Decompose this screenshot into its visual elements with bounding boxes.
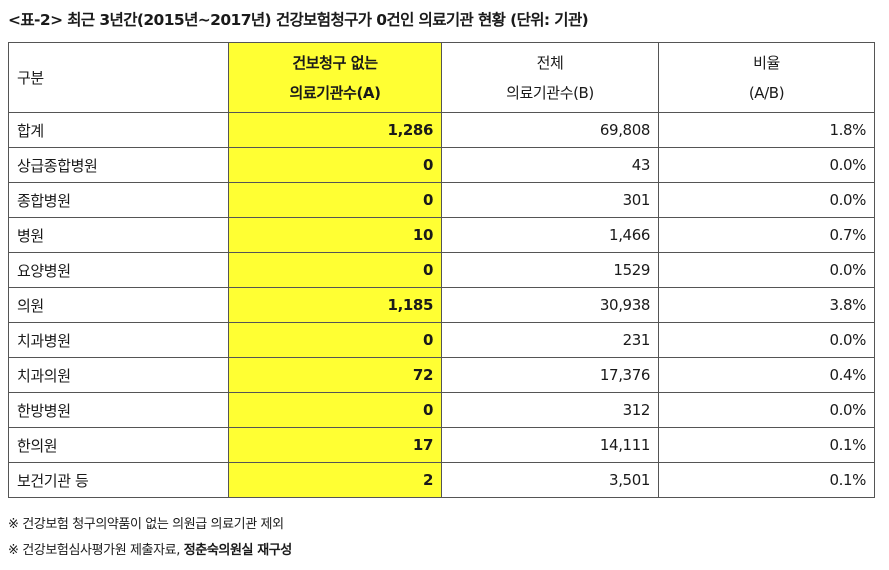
row-count-b: 69,808 bbox=[441, 112, 659, 148]
table-row: 병원 10 1,466 0.7% bbox=[8, 217, 875, 253]
header-col-a-line1: 건보청구 없는 bbox=[292, 53, 378, 72]
row-ratio: 0.1% bbox=[658, 462, 875, 498]
row-ratio: 0.0% bbox=[658, 322, 875, 358]
table-row: 치과의원 72 17,376 0.4% bbox=[8, 357, 875, 393]
row-count-a: 0 bbox=[228, 147, 442, 183]
row-category: 치과의원 bbox=[8, 357, 229, 393]
row-count-b: 30,938 bbox=[441, 287, 659, 323]
row-count-a: 1,286 bbox=[228, 112, 442, 148]
row-count-b: 231 bbox=[441, 322, 659, 358]
row-count-b: 43 bbox=[441, 147, 659, 183]
table-row: 상급종합병원 0 43 0.0% bbox=[8, 147, 875, 183]
row-ratio: 0.0% bbox=[658, 392, 875, 428]
header-col-b: 전체 의료기관수(B) bbox=[441, 42, 659, 113]
table-row: 합계 1,286 69,808 1.8% bbox=[8, 112, 875, 148]
header-col-c: 비율 (A/B) bbox=[658, 42, 875, 113]
table-row: 한의원 17 14,111 0.1% bbox=[8, 427, 875, 463]
table-title: <표-2> 최근 3년간(2015년~2017년) 건강보험청구가 0건인 의료… bbox=[8, 11, 589, 29]
footnote-2: ※ 건강보험심사평가원 제출자료, 정춘숙의원실 재구성 bbox=[8, 538, 292, 564]
row-category: 요양병원 bbox=[8, 252, 229, 288]
row-category: 종합병원 bbox=[8, 182, 229, 218]
table-row: 요양병원 0 1529 0.0% bbox=[8, 252, 875, 288]
row-ratio: 0.0% bbox=[658, 182, 875, 218]
table-row: 보건기관 등 2 3,501 0.1% bbox=[8, 462, 875, 498]
row-count-a: 1,185 bbox=[228, 287, 442, 323]
row-count-a: 2 bbox=[228, 462, 442, 498]
table-row: 의원 1,185 30,938 3.8% bbox=[8, 287, 875, 323]
table-row: 치과병원 0 231 0.0% bbox=[8, 322, 875, 358]
table-header-row: 구분 건보청구 없는 의료기관수(A) 전체 의료기관수(B) 비율 (A/B) bbox=[8, 42, 875, 113]
row-count-b: 17,376 bbox=[441, 357, 659, 393]
row-count-b: 3,501 bbox=[441, 462, 659, 498]
row-category: 한방병원 bbox=[8, 392, 229, 428]
row-category: 상급종합병원 bbox=[8, 147, 229, 183]
table-row: 한방병원 0 312 0.0% bbox=[8, 392, 875, 428]
header-col-c-line2: (A/B) bbox=[748, 83, 785, 102]
row-count-a: 0 bbox=[228, 252, 442, 288]
row-ratio: 0.7% bbox=[658, 217, 875, 253]
footnote-1: ※ 건강보험 청구의약품이 없는 의원급 의료기관 제외 bbox=[8, 517, 284, 532]
institutions-table: 구분 건보청구 없는 의료기관수(A) 전체 의료기관수(B) 비율 (A/B)… bbox=[8, 42, 875, 498]
row-category: 병원 bbox=[8, 217, 229, 253]
row-count-b: 14,111 bbox=[441, 427, 659, 463]
footnotes: ※ 건강보험 청구의약품이 없는 의원급 의료기관 제외 ※ 건강보험심사평가원… bbox=[8, 512, 292, 564]
row-ratio: 0.1% bbox=[658, 427, 875, 463]
row-ratio: 0.4% bbox=[658, 357, 875, 393]
header-col-b-line1: 전체 bbox=[536, 53, 564, 72]
header-col-a: 건보청구 없는 의료기관수(A) bbox=[228, 42, 442, 113]
row-category: 의원 bbox=[8, 287, 229, 323]
header-category: 구분 bbox=[8, 42, 229, 113]
row-count-b: 1,466 bbox=[441, 217, 659, 253]
row-count-a: 72 bbox=[228, 357, 442, 393]
header-col-c-line1: 비율 bbox=[753, 53, 780, 72]
row-count-a: 0 bbox=[228, 182, 442, 218]
row-ratio: 1.8% bbox=[658, 112, 875, 148]
row-ratio: 0.0% bbox=[658, 147, 875, 183]
row-category: 치과병원 bbox=[8, 322, 229, 358]
row-count-a: 0 bbox=[228, 392, 442, 428]
row-ratio: 3.8% bbox=[658, 287, 875, 323]
row-category: 합계 bbox=[8, 112, 229, 148]
row-count-b: 1529 bbox=[441, 252, 659, 288]
row-count-b: 312 bbox=[441, 392, 659, 428]
table-row: 종합병원 0 301 0.0% bbox=[8, 182, 875, 218]
header-col-b-line2: 의료기관수(B) bbox=[506, 83, 594, 102]
row-category: 보건기관 등 bbox=[8, 462, 229, 498]
header-col-a-line2: 의료기관수(A) bbox=[289, 83, 381, 102]
row-count-b: 301 bbox=[441, 182, 659, 218]
row-count-a: 0 bbox=[228, 322, 442, 358]
footnote-2-text: ※ 건강보험심사평가원 제출자료, bbox=[8, 543, 184, 558]
row-ratio: 0.0% bbox=[658, 252, 875, 288]
row-category: 한의원 bbox=[8, 427, 229, 463]
footnote-2-bold: 정춘숙의원실 재구성 bbox=[183, 543, 293, 558]
row-count-a: 10 bbox=[228, 217, 442, 253]
row-count-a: 17 bbox=[228, 427, 442, 463]
